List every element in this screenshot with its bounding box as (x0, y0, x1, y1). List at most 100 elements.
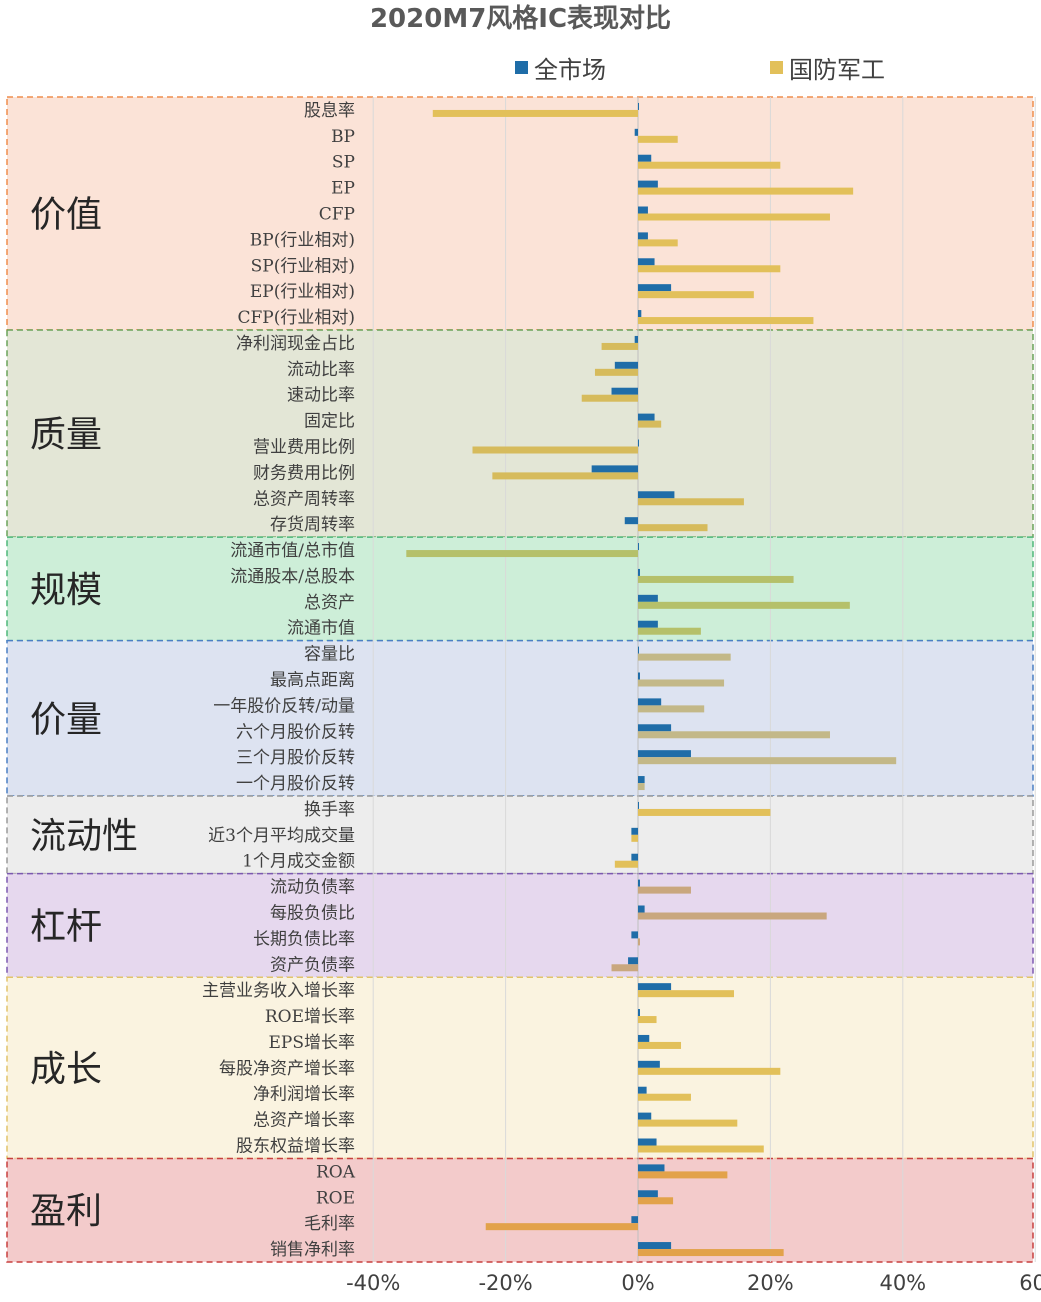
bar-market-0-7 (638, 284, 672, 292)
bar-market-1-0 (634, 335, 638, 343)
bar-market-6-2 (638, 1034, 650, 1042)
bar-market-3-1 (638, 672, 640, 680)
bar-market-4-2 (631, 853, 638, 861)
bar-market-5-3 (628, 957, 638, 965)
group-label: 杠杆 (30, 906, 102, 947)
bar-defense-4-1 (631, 834, 638, 842)
group-label: 盈利 (30, 1191, 102, 1232)
bar-defense-5-0 (638, 886, 691, 894)
category-label: 流通市值/总市值 (230, 541, 355, 561)
group-box-1 (6, 329, 1034, 538)
category-label: 存货周转率 (270, 515, 355, 535)
category-label: 容量比 (304, 645, 355, 665)
bar-market-5-2 (631, 931, 638, 939)
category-label: EP (331, 179, 355, 199)
bar-defense-6-4 (638, 1093, 691, 1101)
legend-item-defense: 国防军工 (770, 50, 885, 85)
bar-defense-1-5 (492, 472, 638, 480)
bar-market-7-1 (638, 1190, 658, 1198)
bar-defense-1-3 (638, 420, 662, 428)
chart-title: 2020M7风格IC表现对比 (369, 4, 672, 34)
group-box-5 (6, 872, 1034, 978)
bar-defense-3-5 (638, 783, 645, 791)
category-label: SP (332, 153, 355, 173)
bar-defense-4-2 (614, 860, 638, 868)
category-label: 速动比率 (287, 386, 355, 406)
category-label: 每股负债比 (270, 904, 355, 924)
category-label: 流动比率 (287, 360, 355, 380)
bar-market-4-1 (631, 827, 638, 835)
category-label: 资产负债率 (270, 955, 355, 975)
category-label: 六个月股价反转 (236, 722, 355, 742)
legend-label-market: 全市场 (534, 56, 606, 84)
bar-defense-0-8 (638, 317, 814, 325)
x-tick-label: -40% (346, 1271, 400, 1295)
bar-market-1-1 (614, 361, 638, 369)
legend-swatch-market (515, 61, 528, 74)
x-tick-label: 0% (621, 1271, 654, 1295)
bar-defense-0-6 (638, 265, 781, 273)
bar-market-0-2 (638, 154, 652, 162)
category-label: ROA (316, 1162, 356, 1182)
bar-defense-0-5 (638, 239, 678, 247)
bar-defense-6-6 (638, 1145, 764, 1153)
bar-defense-0-1 (638, 135, 678, 143)
category-label: 三个月股价反转 (236, 748, 355, 768)
category-label: 流通股本/总股本 (230, 567, 355, 587)
bar-market-1-2 (611, 387, 638, 395)
bar-market-0-1 (634, 128, 638, 136)
bar-defense-1-2 (581, 394, 638, 402)
bar-defense-0-0 (432, 109, 638, 117)
bar-defense-6-1 (638, 1016, 657, 1024)
bar-defense-2-1 (638, 575, 794, 583)
bar-market-3-5 (638, 776, 645, 784)
category-label: 销售净利率 (270, 1240, 355, 1260)
x-tick-label: 20% (747, 1271, 794, 1295)
bar-market-6-5 (638, 1112, 652, 1120)
group-box-3 (6, 639, 1034, 797)
group-label: 价值 (30, 195, 102, 236)
bar-market-2-3 (638, 620, 658, 628)
bar-defense-0-7 (638, 291, 754, 299)
bar-market-0-3 (638, 180, 658, 188)
bar-market-3-2 (638, 698, 662, 706)
category-label: 净利润现金占比 (236, 334, 355, 354)
category-label: 总资产增长率 (253, 1111, 355, 1131)
bar-market-1-3 (638, 413, 655, 421)
bar-defense-7-1 (638, 1197, 674, 1205)
category-label: 长期负债比率 (253, 929, 355, 949)
group-label: 成长 (30, 1049, 102, 1090)
bar-defense-3-3 (638, 731, 830, 739)
group-label: 流动性 (30, 816, 138, 857)
group-box-7 (6, 1157, 1034, 1263)
bar-market-1-5 (591, 465, 638, 473)
bar-defense-3-4 (638, 757, 897, 765)
category-label: 总资产 (304, 593, 355, 613)
category-label: 固定比 (304, 412, 355, 432)
group-box-0 (6, 96, 1034, 331)
bar-market-1-4 (638, 439, 639, 447)
bar-market-6-0 (638, 983, 672, 991)
x-tick-label: 40% (879, 1271, 926, 1295)
bar-defense-1-4 (472, 446, 638, 454)
bar-defense-3-0 (638, 653, 731, 661)
category-label: 流通市值 (287, 619, 355, 639)
bar-defense-6-5 (638, 1119, 738, 1127)
bar-defense-6-0 (638, 990, 734, 998)
category-label: 一个月股价反转 (236, 774, 355, 794)
category-label: 近3个月平均成交量 (208, 826, 355, 846)
bar-defense-0-3 (638, 187, 854, 195)
bar-market-6-4 (638, 1086, 647, 1094)
category-label: 1个月成交金额 (242, 852, 355, 872)
bar-defense-6-3 (638, 1067, 781, 1075)
bar-defense-1-0 (601, 342, 638, 350)
category-label: CFP(行业相对) (237, 308, 355, 328)
bar-market-2-1 (638, 568, 640, 576)
legend-swatch-defense (770, 61, 783, 74)
category-label: 主营业务收入增长率 (202, 981, 355, 1001)
category-label: EP(行业相对) (250, 282, 355, 302)
bar-market-0-5 (638, 232, 648, 240)
bar-defense-7-0 (638, 1171, 728, 1179)
category-label: 流动负债率 (270, 878, 355, 898)
